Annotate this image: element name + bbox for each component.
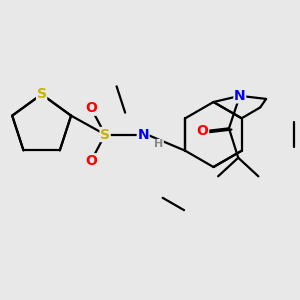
Text: N: N: [234, 89, 246, 103]
Text: O: O: [85, 154, 97, 168]
Text: O: O: [197, 124, 208, 138]
Text: H: H: [154, 140, 163, 149]
Text: O: O: [85, 101, 97, 115]
Text: S: S: [100, 128, 110, 142]
Text: N: N: [137, 128, 149, 142]
Text: S: S: [37, 87, 46, 101]
